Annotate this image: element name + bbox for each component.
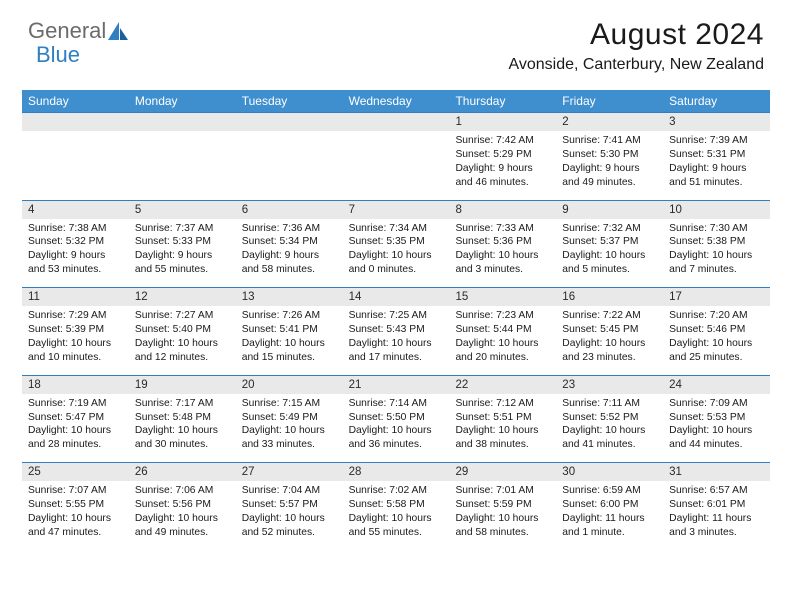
detail-cell: Sunrise: 7:07 AM Sunset: 5:55 PM Dayligh… xyxy=(22,481,129,550)
date-cell: 1 xyxy=(449,113,556,131)
detail-cell: Sunrise: 6:59 AM Sunset: 6:00 PM Dayligh… xyxy=(556,481,663,550)
date-cell: 13 xyxy=(236,288,343,306)
detail-cell xyxy=(129,131,236,200)
date-cell: 10 xyxy=(663,201,770,219)
date-cell: 11 xyxy=(22,288,129,306)
date-cell: 16 xyxy=(556,288,663,306)
date-row: 18192021222324 xyxy=(22,375,770,394)
detail-cell: Sunrise: 7:02 AM Sunset: 5:58 PM Dayligh… xyxy=(343,481,450,550)
detail-cell: Sunrise: 7:04 AM Sunset: 5:57 PM Dayligh… xyxy=(236,481,343,550)
detail-row: Sunrise: 7:07 AM Sunset: 5:55 PM Dayligh… xyxy=(22,481,770,550)
detail-cell: Sunrise: 7:30 AM Sunset: 5:38 PM Dayligh… xyxy=(663,219,770,288)
detail-cell: Sunrise: 7:09 AM Sunset: 5:53 PM Dayligh… xyxy=(663,394,770,463)
detail-cell: Sunrise: 7:23 AM Sunset: 5:44 PM Dayligh… xyxy=(449,306,556,375)
title-block: August 2024 Avonside, Canterbury, New Ze… xyxy=(508,18,764,74)
date-cell: 7 xyxy=(343,201,450,219)
detail-cell: Sunrise: 7:06 AM Sunset: 5:56 PM Dayligh… xyxy=(129,481,236,550)
month-title: August 2024 xyxy=(508,18,764,52)
date-cell: 14 xyxy=(343,288,450,306)
header: General August 2024 Avonside, Canterbury… xyxy=(0,0,792,82)
detail-cell: Sunrise: 7:36 AM Sunset: 5:34 PM Dayligh… xyxy=(236,219,343,288)
date-cell xyxy=(22,113,129,131)
detail-cell: Sunrise: 7:20 AM Sunset: 5:46 PM Dayligh… xyxy=(663,306,770,375)
date-cell: 21 xyxy=(343,376,450,394)
date-row: 25262728293031 xyxy=(22,462,770,481)
detail-cell: Sunrise: 7:17 AM Sunset: 5:48 PM Dayligh… xyxy=(129,394,236,463)
detail-cell: Sunrise: 7:33 AM Sunset: 5:36 PM Dayligh… xyxy=(449,219,556,288)
date-cell: 17 xyxy=(663,288,770,306)
date-cell xyxy=(236,113,343,131)
date-cell: 22 xyxy=(449,376,556,394)
detail-cell: Sunrise: 7:19 AM Sunset: 5:47 PM Dayligh… xyxy=(22,394,129,463)
location: Avonside, Canterbury, New Zealand xyxy=(508,56,764,74)
date-cell: 31 xyxy=(663,463,770,481)
date-cell: 18 xyxy=(22,376,129,394)
date-cell: 15 xyxy=(449,288,556,306)
weekday-header-row: Sunday Monday Tuesday Wednesday Thursday… xyxy=(22,90,770,112)
date-cell: 2 xyxy=(556,113,663,131)
date-cell: 25 xyxy=(22,463,129,481)
logo-sail-icon xyxy=(108,22,130,40)
detail-cell: Sunrise: 6:57 AM Sunset: 6:01 PM Dayligh… xyxy=(663,481,770,550)
date-cell: 9 xyxy=(556,201,663,219)
detail-cell: Sunrise: 7:38 AM Sunset: 5:32 PM Dayligh… xyxy=(22,219,129,288)
date-cell: 23 xyxy=(556,376,663,394)
detail-cell: Sunrise: 7:22 AM Sunset: 5:45 PM Dayligh… xyxy=(556,306,663,375)
date-cell: 4 xyxy=(22,201,129,219)
date-cell: 6 xyxy=(236,201,343,219)
logo-text-blue: Blue xyxy=(36,42,80,68)
weekday-header: Friday xyxy=(556,90,663,112)
detail-cell xyxy=(343,131,450,200)
weekday-header: Sunday xyxy=(22,90,129,112)
date-row: 45678910 xyxy=(22,200,770,219)
detail-cell: Sunrise: 7:01 AM Sunset: 5:59 PM Dayligh… xyxy=(449,481,556,550)
date-cell xyxy=(343,113,450,131)
detail-cell: Sunrise: 7:34 AM Sunset: 5:35 PM Dayligh… xyxy=(343,219,450,288)
date-cell xyxy=(129,113,236,131)
detail-cell: Sunrise: 7:26 AM Sunset: 5:41 PM Dayligh… xyxy=(236,306,343,375)
calendar-grid: 123Sunrise: 7:42 AM Sunset: 5:29 PM Dayl… xyxy=(22,112,770,550)
detail-cell xyxy=(236,131,343,200)
detail-cell: Sunrise: 7:37 AM Sunset: 5:33 PM Dayligh… xyxy=(129,219,236,288)
logo: General xyxy=(28,18,130,44)
weekday-header: Tuesday xyxy=(236,90,343,112)
detail-cell: Sunrise: 7:12 AM Sunset: 5:51 PM Dayligh… xyxy=(449,394,556,463)
date-cell: 24 xyxy=(663,376,770,394)
detail-cell: Sunrise: 7:25 AM Sunset: 5:43 PM Dayligh… xyxy=(343,306,450,375)
date-cell: 30 xyxy=(556,463,663,481)
detail-cell: Sunrise: 7:15 AM Sunset: 5:49 PM Dayligh… xyxy=(236,394,343,463)
calendar: Sunday Monday Tuesday Wednesday Thursday… xyxy=(22,90,770,550)
date-row: 11121314151617 xyxy=(22,287,770,306)
detail-row: Sunrise: 7:19 AM Sunset: 5:47 PM Dayligh… xyxy=(22,394,770,463)
detail-row: Sunrise: 7:42 AM Sunset: 5:29 PM Dayligh… xyxy=(22,131,770,200)
weekday-header: Monday xyxy=(129,90,236,112)
detail-cell: Sunrise: 7:29 AM Sunset: 5:39 PM Dayligh… xyxy=(22,306,129,375)
detail-cell: Sunrise: 7:11 AM Sunset: 5:52 PM Dayligh… xyxy=(556,394,663,463)
weekday-header: Wednesday xyxy=(343,90,450,112)
logo-line2: Blue xyxy=(36,42,80,68)
date-cell: 26 xyxy=(129,463,236,481)
date-cell: 20 xyxy=(236,376,343,394)
detail-cell: Sunrise: 7:42 AM Sunset: 5:29 PM Dayligh… xyxy=(449,131,556,200)
logo-text-general: General xyxy=(28,18,106,44)
weekday-header: Saturday xyxy=(663,90,770,112)
detail-cell xyxy=(22,131,129,200)
detail-cell: Sunrise: 7:39 AM Sunset: 5:31 PM Dayligh… xyxy=(663,131,770,200)
date-row: 123 xyxy=(22,112,770,131)
detail-row: Sunrise: 7:38 AM Sunset: 5:32 PM Dayligh… xyxy=(22,219,770,288)
date-cell: 12 xyxy=(129,288,236,306)
detail-cell: Sunrise: 7:27 AM Sunset: 5:40 PM Dayligh… xyxy=(129,306,236,375)
detail-cell: Sunrise: 7:14 AM Sunset: 5:50 PM Dayligh… xyxy=(343,394,450,463)
date-cell: 5 xyxy=(129,201,236,219)
detail-row: Sunrise: 7:29 AM Sunset: 5:39 PM Dayligh… xyxy=(22,306,770,375)
detail-cell: Sunrise: 7:32 AM Sunset: 5:37 PM Dayligh… xyxy=(556,219,663,288)
detail-cell: Sunrise: 7:41 AM Sunset: 5:30 PM Dayligh… xyxy=(556,131,663,200)
weekday-header: Thursday xyxy=(449,90,556,112)
date-cell: 8 xyxy=(449,201,556,219)
date-cell: 29 xyxy=(449,463,556,481)
date-cell: 27 xyxy=(236,463,343,481)
date-cell: 19 xyxy=(129,376,236,394)
date-cell: 3 xyxy=(663,113,770,131)
date-cell: 28 xyxy=(343,463,450,481)
